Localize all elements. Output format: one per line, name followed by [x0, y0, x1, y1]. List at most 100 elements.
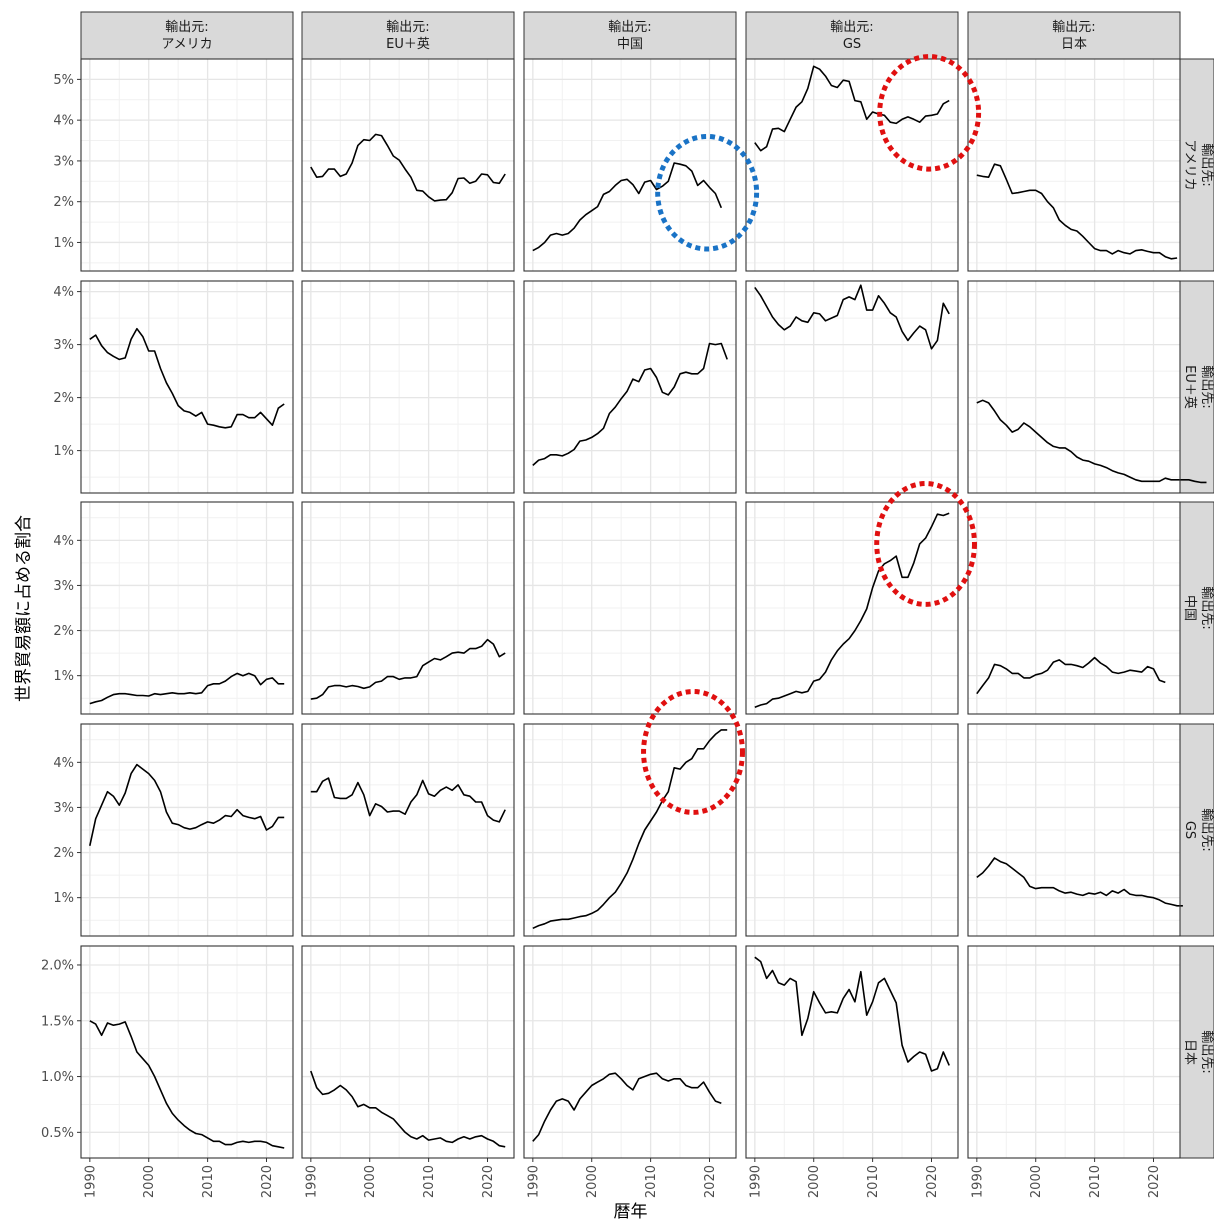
annotation-ellipse	[874, 481, 977, 607]
y-tick-label: 1.0%	[41, 1070, 74, 1085]
panel-border	[523, 945, 737, 1159]
y-tick-label: 5%	[53, 73, 74, 88]
panel-background	[746, 281, 958, 493]
column-strip-line2: EU＋英	[386, 37, 430, 52]
x-axis-title: 暦年	[614, 1202, 648, 1221]
x-tick-label-group: 1990	[304, 1165, 319, 1198]
x-tick-label: 1990	[83, 1165, 98, 1198]
series-line-r0-c1	[310, 133, 506, 202]
row-strip-line1: 輸出先:	[1199, 143, 1214, 186]
x-tick-label-group: 1990	[970, 1165, 985, 1198]
panel-grid	[524, 724, 736, 936]
row-strip-label: 輸出先:日本	[1182, 1030, 1214, 1073]
panel-border	[80, 280, 294, 494]
row-strip-line2: EU＋英	[1182, 365, 1197, 409]
panel-grid	[81, 59, 293, 271]
panel-border	[523, 501, 737, 715]
panel-grid	[746, 946, 958, 1158]
annotation-ellipse	[641, 689, 745, 815]
row-strip-line2: 日本	[1182, 1039, 1197, 1065]
x-tick-label-group: 2000	[363, 1165, 378, 1198]
series-line-r0-c3	[754, 65, 950, 152]
x-tick-label-group: 2010	[422, 1165, 437, 1198]
row-strip-line1: 輸出先:	[1199, 808, 1214, 851]
series-line-r2-c1	[310, 638, 506, 700]
y-tick-label: 3%	[53, 154, 74, 169]
x-tick-label-group: 2000	[807, 1165, 822, 1198]
panel-border	[745, 945, 959, 1159]
panel-grid	[746, 59, 958, 271]
y-axis-title-group: 世界貿易額に占める割合	[14, 515, 34, 702]
y-tick-label: 1%	[53, 669, 74, 684]
row-strip-label: 輸出先:GS	[1182, 808, 1214, 851]
column-strip-line1: 輸出元:	[165, 20, 208, 35]
panel-border	[745, 501, 959, 715]
series-line-r1-c2	[532, 342, 728, 466]
panel-border	[80, 58, 294, 272]
y-axis-title: 世界貿易額に占める割合	[14, 515, 34, 702]
row-strip-line1: 輸出先:	[1199, 365, 1214, 408]
panel-border	[523, 723, 737, 937]
y-tick-label: 3%	[53, 338, 74, 353]
column-strip-line1: 輸出元:	[608, 20, 651, 35]
panel-grid	[302, 59, 514, 271]
row-strip	[1179, 280, 1214, 494]
panel-background	[302, 281, 514, 493]
series-line-r1-c3	[754, 284, 950, 350]
panel-grid	[81, 281, 293, 493]
panel-background	[968, 946, 1180, 1158]
column-strip	[745, 11, 959, 60]
x-tick-label: 2020	[925, 1165, 940, 1198]
panel-border	[301, 945, 515, 1159]
panel-grid	[746, 724, 958, 936]
panel-grid	[302, 281, 514, 493]
x-tick-label-group: 1990	[748, 1165, 763, 1198]
panel-grid	[524, 946, 736, 1158]
row-strip-line2: 中国	[1182, 595, 1197, 621]
x-tick-label-group: 2020	[925, 1165, 940, 1198]
row-strip-line1: 輸出先:	[1199, 586, 1214, 629]
panel-grid	[746, 281, 958, 493]
y-tick-label: 4%	[53, 285, 74, 300]
x-tick-label-group: 2000	[585, 1165, 600, 1198]
panel-border	[967, 945, 1181, 1159]
x-tick-label: 2000	[1029, 1165, 1044, 1198]
panel-background	[746, 59, 958, 271]
panel-border	[301, 280, 515, 494]
x-tick-label: 2010	[422, 1165, 437, 1198]
row-strip-line2: GS	[1182, 821, 1197, 839]
column-strip	[80, 11, 294, 60]
y-tick-label: 2%	[53, 846, 74, 861]
x-tick-label-group: 2010	[201, 1165, 216, 1198]
y-tick-label: 3%	[53, 801, 74, 816]
panel-grid	[968, 281, 1180, 493]
column-strip	[967, 11, 1181, 60]
y-tick-label: 2%	[53, 195, 74, 210]
row-strip-label: 輸出先:アメリカ	[1182, 139, 1214, 190]
series-line-r2-c3	[754, 512, 950, 708]
row-strip	[1179, 501, 1214, 715]
row-strip-label: 輸出先:中国	[1182, 586, 1214, 629]
series-line-r3-c2	[532, 729, 728, 930]
y-tick-label: 2.0%	[41, 958, 74, 973]
x-tick-label-group: 2010	[644, 1165, 659, 1198]
x-tick-label: 2020	[481, 1165, 496, 1198]
annotation-ellipse	[877, 54, 982, 172]
panel-grid	[968, 59, 1180, 271]
series-line-r4-c2	[532, 1072, 722, 1142]
panel-grid	[524, 502, 736, 714]
panel-background	[81, 281, 293, 493]
x-tick-label: 2010	[644, 1165, 659, 1198]
y-tick-label: 1.5%	[41, 1014, 74, 1029]
panel-border	[967, 723, 1181, 937]
series-line-r0-c2	[532, 162, 723, 252]
panel-background	[81, 59, 293, 271]
y-tick-label: 2%	[53, 391, 74, 406]
series-line-r1-c4	[976, 399, 1207, 484]
row-strip-line1: 輸出先:	[1199, 1030, 1214, 1073]
x-tick-label: 2010	[201, 1165, 216, 1198]
panel-border	[523, 58, 737, 272]
panel-border	[745, 280, 959, 494]
series-line-r4-c0	[89, 1020, 285, 1149]
